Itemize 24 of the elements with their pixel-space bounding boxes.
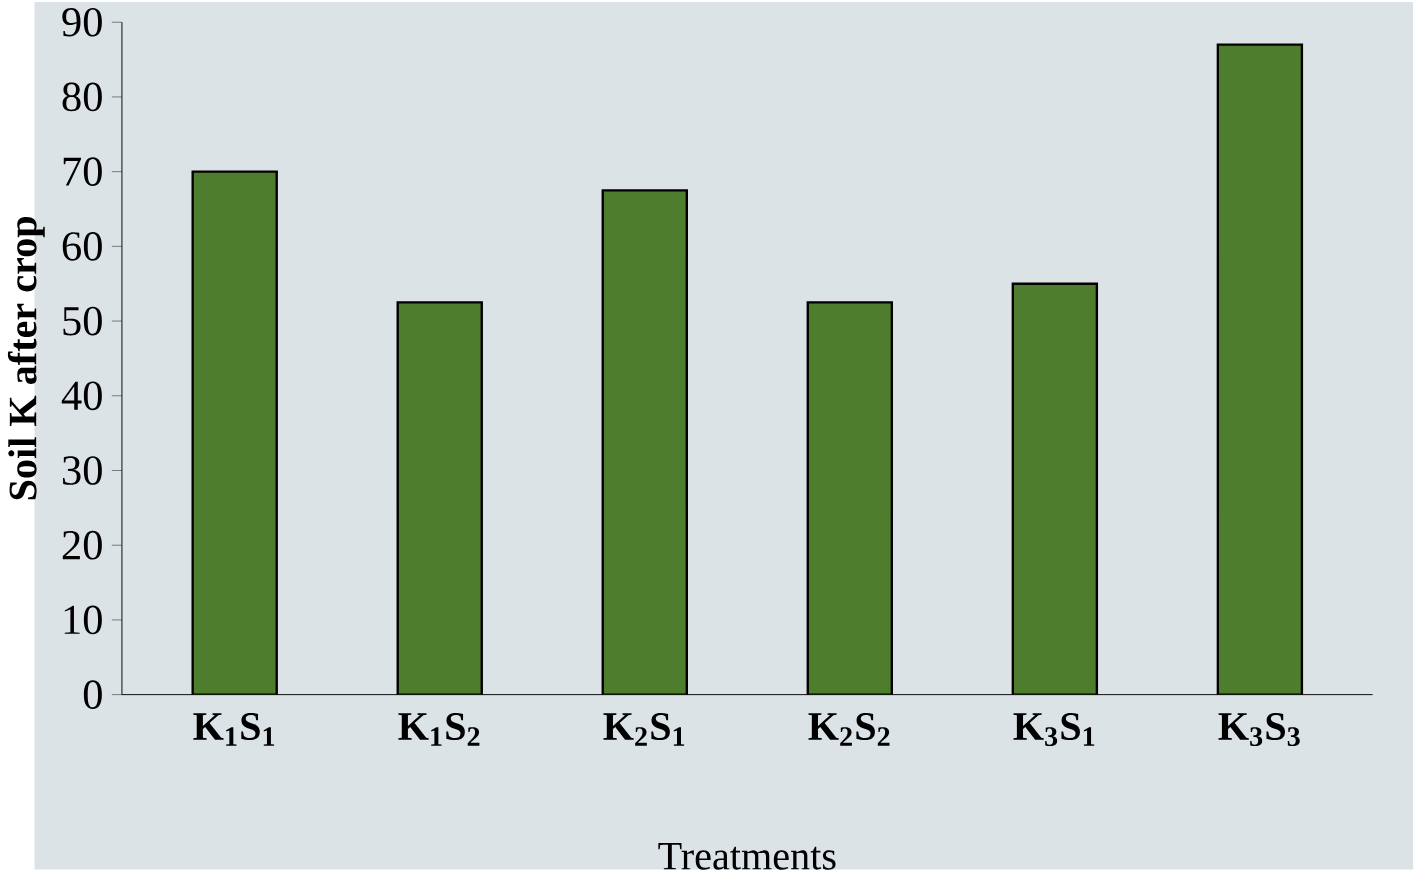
y-axis-title: Soil K after crop: [7, 217, 45, 500]
bar: [191, 170, 278, 695]
y-tick-label: 20: [62, 531, 102, 560]
y-tick-label: 0: [83, 680, 102, 710]
x-tick-label: K$_{3}$S$_{3}$: [1218, 713, 1300, 747]
x-tick-label: K$_{2}$S$_{1}$: [603, 713, 685, 747]
y-tick-label: 40: [61, 381, 102, 411]
y-tick-label: 60: [62, 232, 102, 261]
y-tick-label: 50: [63, 306, 102, 336]
y-tick-label: 70: [63, 157, 102, 187]
bar: [1216, 43, 1304, 695]
bar: [601, 189, 688, 695]
y-tick-label: 30: [62, 456, 102, 486]
y-tick-label: 10: [64, 605, 102, 635]
x-tick-label: K$_{2}$S$_{2}$: [808, 713, 890, 747]
x-tick-label: K$_{3}$S$_{1}$: [1013, 713, 1095, 747]
bar: [396, 301, 483, 695]
bar: [806, 301, 894, 695]
y-tick-label: 90: [62, 8, 102, 37]
bar: [1011, 282, 1099, 695]
y-tick-label: 80: [62, 82, 102, 112]
x-axis-title: Treatments: [658, 843, 836, 870]
x-tick-label: K$_{1}$S$_{2}$: [398, 713, 480, 747]
x-tick-label: K$_{1}$S$_{1}$: [193, 713, 275, 747]
